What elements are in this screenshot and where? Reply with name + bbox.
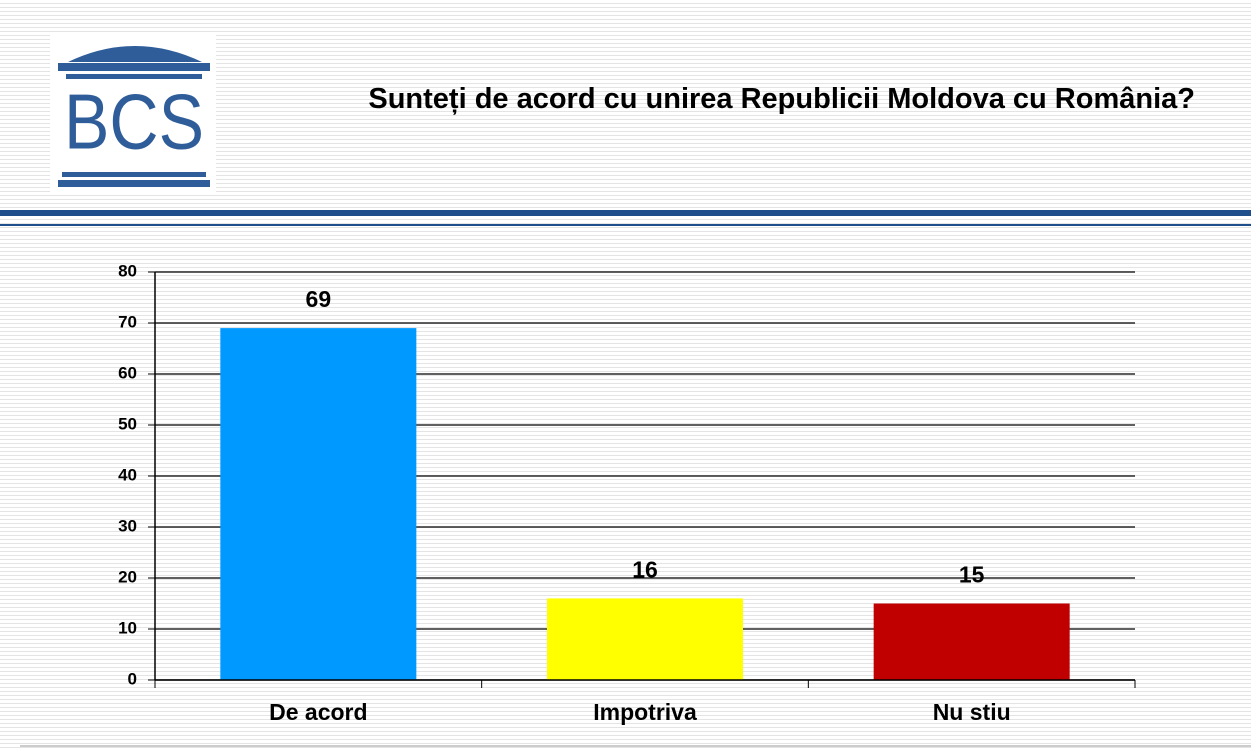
- y-tick-label: 10: [118, 618, 137, 637]
- logo-text: BCS: [64, 78, 204, 166]
- y-tick-label: 40: [118, 465, 137, 484]
- y-tick-label: 70: [118, 312, 137, 331]
- header-rule: [0, 210, 1251, 216]
- bar: [873, 603, 1070, 680]
- logo-bar: [58, 63, 210, 71]
- x-tick-label: Impotriva: [593, 699, 697, 725]
- x-tick-label: Nu stiu: [933, 699, 1011, 725]
- y-tick-label: 60: [118, 363, 137, 382]
- header-rule: [0, 224, 1251, 226]
- logo-bar: [66, 74, 202, 79]
- y-tick-label: 0: [128, 669, 137, 688]
- data-label: 69: [306, 286, 332, 312]
- logo-dome: [68, 46, 202, 62]
- y-tick-label: 30: [118, 516, 137, 535]
- chart-title: Sunteți de acord cu unirea Republicii Mo…: [368, 83, 1195, 115]
- data-label: 15: [959, 562, 985, 588]
- logo-bar: [62, 172, 206, 177]
- data-label: 16: [632, 556, 658, 582]
- y-tick-label: 20: [118, 567, 137, 586]
- y-tick-label: 80: [118, 261, 137, 280]
- y-tick-label: 50: [118, 414, 137, 433]
- logo-bar: [58, 180, 210, 187]
- bar: [220, 328, 417, 680]
- x-tick-label: De acord: [269, 699, 367, 725]
- bar: [547, 598, 743, 680]
